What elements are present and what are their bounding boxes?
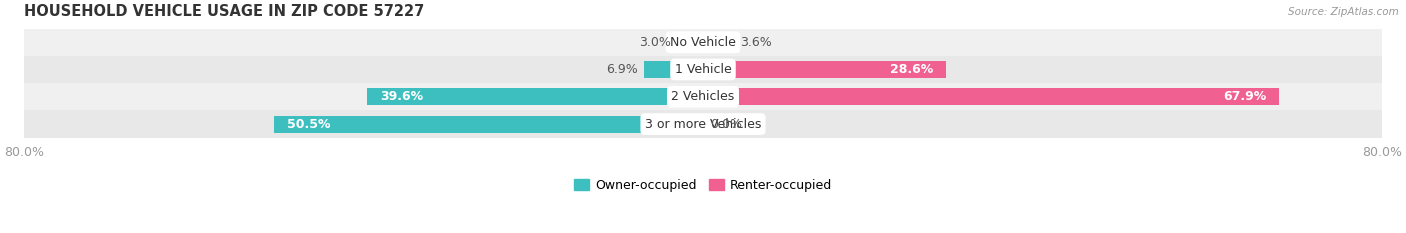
Bar bbox=[24, 56, 1382, 83]
Text: Source: ZipAtlas.com: Source: ZipAtlas.com bbox=[1288, 7, 1399, 17]
Text: 39.6%: 39.6% bbox=[380, 90, 423, 103]
Text: 50.5%: 50.5% bbox=[287, 118, 330, 130]
Bar bbox=[644, 61, 703, 78]
Bar bbox=[24, 83, 1382, 110]
Bar bbox=[274, 116, 703, 133]
Bar bbox=[24, 29, 1382, 56]
Text: No Vehicle: No Vehicle bbox=[671, 36, 735, 49]
Text: HOUSEHOLD VEHICLE USAGE IN ZIP CODE 57227: HOUSEHOLD VEHICLE USAGE IN ZIP CODE 5722… bbox=[24, 4, 425, 19]
Text: 1 Vehicle: 1 Vehicle bbox=[675, 63, 731, 76]
Bar bbox=[678, 34, 703, 51]
Text: 3 or more Vehicles: 3 or more Vehicles bbox=[645, 118, 761, 130]
Bar bbox=[703, 61, 946, 78]
Text: 28.6%: 28.6% bbox=[890, 63, 934, 76]
Text: 3.0%: 3.0% bbox=[638, 36, 671, 49]
Bar bbox=[367, 88, 703, 105]
Bar bbox=[24, 110, 1382, 138]
Bar bbox=[703, 34, 734, 51]
Text: 0.0%: 0.0% bbox=[710, 118, 742, 130]
Text: 3.6%: 3.6% bbox=[741, 36, 772, 49]
Legend: Owner-occupied, Renter-occupied: Owner-occupied, Renter-occupied bbox=[568, 174, 838, 196]
Bar bbox=[703, 88, 1279, 105]
Text: 6.9%: 6.9% bbox=[606, 63, 638, 76]
Text: 67.9%: 67.9% bbox=[1223, 90, 1267, 103]
Text: 2 Vehicles: 2 Vehicles bbox=[672, 90, 734, 103]
